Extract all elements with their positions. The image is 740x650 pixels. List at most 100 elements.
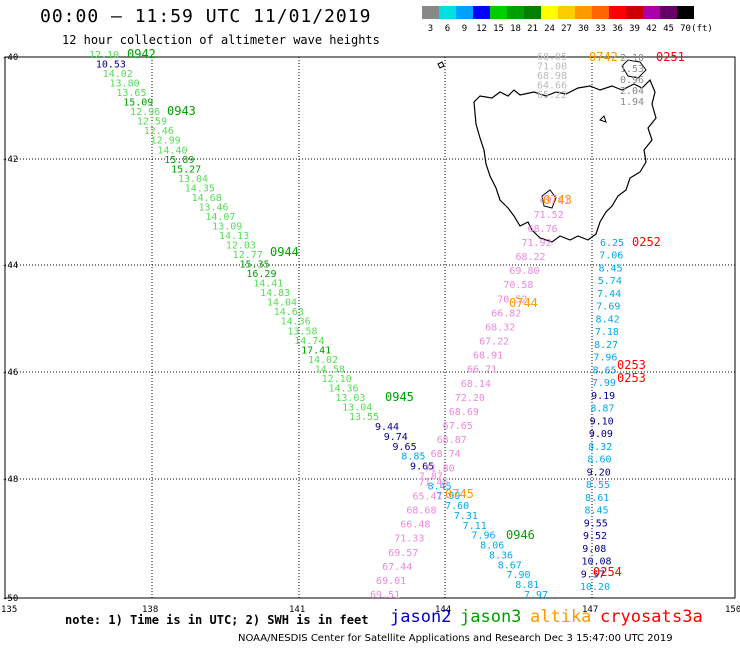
swh-label-altika: 68.98 <box>537 71 567 82</box>
swh-label-altika: 69.01 <box>376 576 406 587</box>
swh-label-s3a: 9.20 <box>587 467 611 478</box>
swh-label-jason2: 7.60 <box>445 501 469 512</box>
pass-time-jason3: 0943 <box>167 104 196 118</box>
pass-time-jason3: 0946 <box>506 528 535 542</box>
swh-label-s3a: 8.61 <box>585 493 609 504</box>
swh-label-jason3: 14.40 <box>157 145 187 156</box>
swh-label-jason3: 12.96 <box>130 107 160 118</box>
swh-label-jason2: 7.31 <box>454 511 478 522</box>
legend-swatch <box>541 6 558 19</box>
swh-label-jason3: 12.77 <box>233 250 263 261</box>
pass-time-s3a: 0254 <box>593 565 622 579</box>
island-outline <box>437 61 445 69</box>
legend-jason2: jason2 <box>390 607 452 627</box>
swh-label-jason3: 14.07 <box>205 212 235 223</box>
legend-label: 15 <box>493 24 504 34</box>
legend-swatch <box>558 6 575 19</box>
swh-label-s3a: 7.06 <box>599 251 623 262</box>
island-outline <box>621 59 647 79</box>
swh-label-jason3: 12.59 <box>137 117 167 128</box>
swh-label-jason3: 14.83 <box>260 288 290 299</box>
swh-label-s3a: 8.42 <box>596 314 620 325</box>
swh-label-jason3: 10.53 <box>96 60 126 71</box>
swh-label-s3a: 9.57 <box>581 569 605 580</box>
lat-tick-label: -42 <box>2 155 18 165</box>
lon-tick-label: 141 <box>289 605 305 615</box>
swh-label-jason3: 14.36 <box>281 317 311 328</box>
legend-unit: (ft) <box>691 24 713 34</box>
lon-tick-label: 135 <box>1 605 17 615</box>
page-subtitle: 12 hour collection of altimeter wave hei… <box>62 33 380 47</box>
lat-tick-label: -50 <box>2 594 18 604</box>
swh-label-altika: 68.68 <box>406 506 436 517</box>
swh-label-jason3: 13.46 <box>198 202 228 213</box>
legend-swatch <box>626 6 643 19</box>
swh-label-jason3: 13.03 <box>335 393 365 404</box>
lon-tick-label: 150 <box>725 605 740 615</box>
swh-label-jason2: 9.65 <box>393 442 417 453</box>
swh-label-s3a: 7.18 <box>595 327 619 338</box>
legend-label: 45 <box>663 24 674 34</box>
swh-label-jason3: 12.10 <box>322 374 352 385</box>
swh-label-grey: 1.94 <box>620 97 644 108</box>
swh-label-altika: 65.41 <box>412 491 442 502</box>
swh-label-altika: 68.91 <box>473 351 503 362</box>
swh-label-altika: 66.82 <box>491 308 521 319</box>
swh-label-jason2: 8.81 <box>515 580 539 591</box>
legend-swatch <box>592 6 609 19</box>
swh-label-jason2: 7.96 <box>471 531 495 542</box>
pass-time-altika: 0743 <box>543 193 572 207</box>
lon-tick-label: 144 <box>435 605 451 615</box>
swh-label-grey: 2.04 <box>620 86 644 97</box>
swh-label-altika: 68.32 <box>485 322 515 333</box>
lat-tick-label: -48 <box>2 475 18 485</box>
swh-label-s3a: 7.99 <box>592 378 616 389</box>
swh-label-s3a: 10.08 <box>581 557 611 568</box>
pass-time-jason3: 0944 <box>270 245 299 259</box>
legend-label: 30 <box>578 24 589 34</box>
swh-label-altika: 67.65 <box>443 421 473 432</box>
legend-altika: altika <box>530 607 592 627</box>
swh-label-jason2: 9.65 <box>410 462 434 473</box>
swh-label-altika: 70.52 <box>497 294 527 305</box>
swh-label-s3a: 9.08 <box>582 544 606 555</box>
swh-label-s3a: 5.74 <box>598 276 622 287</box>
legend-label: 70 <box>680 24 691 34</box>
legend-swatch <box>456 6 473 19</box>
legend-label: 12 <box>476 24 487 34</box>
swh-label-altika: 68.76 <box>528 224 558 235</box>
lat-tick-label: -46 <box>2 368 18 378</box>
swh-label-s3a: 8.60 <box>587 455 611 466</box>
swh-label-jason2: 8.67 <box>498 560 522 571</box>
lat-tick-label: -44 <box>2 261 18 271</box>
legend-label: 33 <box>595 24 606 34</box>
swh-label-jason3: 15.89 <box>164 155 194 166</box>
legend-label: 9 <box>461 24 468 34</box>
swh-label-jason3: 14.35 <box>185 183 215 194</box>
lat-tick-label: -40 <box>2 53 18 63</box>
legend-label: 3 <box>427 24 434 34</box>
legend-swatch <box>677 6 694 19</box>
swh-label-altika: 71.33 <box>394 534 424 545</box>
swh-label-jason2: 9.74 <box>384 432 408 443</box>
island-outline <box>599 115 607 123</box>
pass-time-s3a: 0252 <box>632 235 661 249</box>
swh-label-jason2: 7.11 <box>463 521 487 532</box>
lon-tick-label: 147 <box>582 605 598 615</box>
legend-swatch <box>422 6 439 19</box>
swh-label-jason3: 15.09 <box>123 98 153 109</box>
legend-label: 18 <box>510 24 521 34</box>
pass-time-jason3: 0942 <box>127 47 156 61</box>
swh-label-jason3: 17.41 <box>301 345 331 356</box>
swh-label-jason3: 15.27 <box>171 164 201 175</box>
legend-label: 42 <box>646 24 657 34</box>
swh-label-altika: 68.69 <box>449 407 479 418</box>
swh-label-jason3: 14.74 <box>294 336 324 347</box>
swh-label-altika: 67.44 <box>382 562 412 573</box>
swh-label-jason3: 13.80 <box>110 79 140 90</box>
map-frame <box>4 56 736 599</box>
legend-swatch <box>660 6 677 19</box>
swh-label-s3a: 8.45 <box>599 263 623 274</box>
swh-label-grey: 1.53 <box>620 64 644 75</box>
